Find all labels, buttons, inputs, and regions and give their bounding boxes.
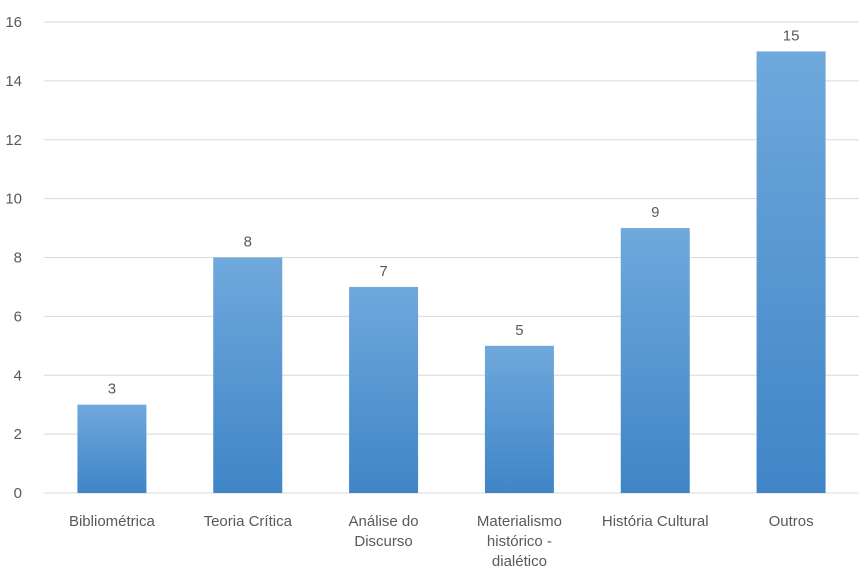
x-tick-label: Análise do Discurso (349, 513, 419, 550)
y-tick-label: 4 (14, 367, 22, 384)
y-tick-label: 10 (5, 191, 22, 208)
data-label: 5 (515, 322, 523, 339)
data-label: 7 (379, 263, 387, 280)
y-tick-label: 12 (5, 132, 22, 149)
y-tick-label: 0 (14, 485, 22, 502)
bar (484, 345, 554, 493)
bar (620, 228, 690, 493)
x-tick-label: Materialismo histórico -dialético (477, 513, 562, 570)
y-tick-label: 6 (14, 308, 22, 325)
data-label: 3 (108, 381, 116, 398)
x-tick-label: História Cultural (602, 513, 709, 530)
bar (213, 257, 283, 493)
x-tick-label: Teoria Crítica (204, 513, 293, 530)
bar (77, 404, 147, 493)
gridlines (44, 21, 859, 494)
data-label: 9 (651, 204, 659, 221)
x-axis: Bibliométrica Teoria Crítica Análise do Dis… (69, 513, 814, 570)
bar (349, 286, 419, 493)
y-tick-label: 16 (5, 14, 22, 31)
bars (77, 51, 826, 493)
y-tick-label: 14 (5, 73, 22, 90)
x-tick-label: Bibliométrica (69, 513, 156, 530)
y-axis: 0 2 4 6 8 10 12 14 16 (5, 14, 22, 502)
data-labels: 3 8 7 5 9 15 (108, 27, 800, 397)
y-tick-label: 2 (14, 426, 22, 443)
bar (756, 51, 826, 493)
x-tick-label: Outros (769, 513, 814, 530)
data-label: 15 (783, 27, 800, 44)
y-tick-label: 8 (14, 250, 22, 267)
data-label: 8 (244, 234, 252, 251)
